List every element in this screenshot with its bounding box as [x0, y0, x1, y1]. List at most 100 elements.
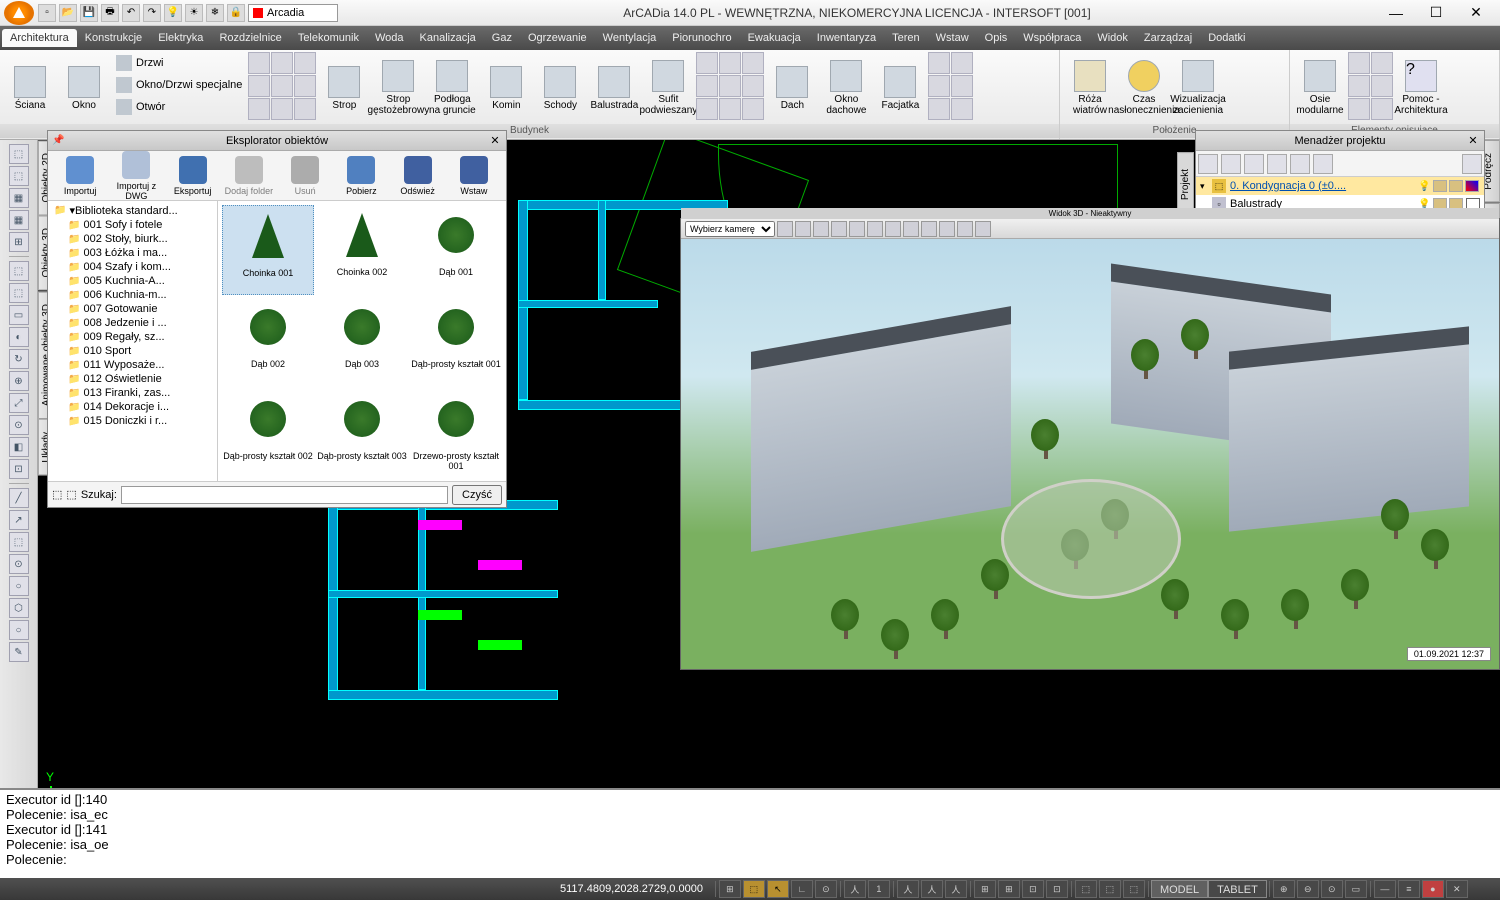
camera-select[interactable]: Wybierz kamerę	[685, 221, 775, 237]
drzwi-button[interactable]: Drzwi	[112, 52, 246, 74]
menu-tab-teren[interactable]: Teren	[884, 29, 928, 47]
qat-undo-icon[interactable]: ↶	[122, 4, 140, 22]
status-btn[interactable]: 人	[921, 880, 943, 898]
folder-node[interactable]: 008 Jedzenie i ...	[50, 316, 215, 330]
facjatka-button[interactable]: Facjatka	[874, 52, 926, 124]
qat-new-icon[interactable]: ▫	[38, 4, 56, 22]
view-3d-window[interactable]: Widok 3D - Nieaktywny Wybierz kamerę 01.…	[680, 218, 1500, 670]
folder-node[interactable]: 004 Szafy i kom...	[50, 260, 215, 274]
v3d-tool[interactable]	[939, 221, 955, 237]
menu-tab-inwentaryza[interactable]: Inwentaryza	[809, 29, 884, 47]
folder-node[interactable]: 005 Kuchnia-A...	[50, 274, 215, 288]
folder-node[interactable]: 010 Sport	[50, 344, 215, 358]
mgr-btn-2[interactable]	[1221, 154, 1241, 174]
status-btn[interactable]: ⊖	[1297, 880, 1319, 898]
otwor-button[interactable]: Otwór	[112, 96, 246, 118]
menu-tab-współpraca[interactable]: Współpraca	[1015, 29, 1089, 47]
menu-tab-wstaw[interactable]: Wstaw	[928, 29, 977, 47]
left-tool-14[interactable]: ◧	[9, 437, 29, 457]
balustrada-button[interactable]: Balustrada	[588, 52, 640, 124]
status-btn[interactable]: ⬚	[1123, 880, 1145, 898]
left-tool-11[interactable]: ⊕	[9, 371, 29, 391]
qat-open-icon[interactable]: 📂	[59, 4, 77, 22]
sort-icon[interactable]: ⬚	[66, 488, 76, 501]
folder-node[interactable]: 012 Oświetlenie	[50, 372, 215, 386]
v3d-tool[interactable]	[813, 221, 829, 237]
folder-node[interactable]: 006 Kuchnia-m...	[50, 288, 215, 302]
menu-tab-piorunochro[interactable]: Piorunochro	[664, 29, 739, 47]
thumb-item[interactable]: Dąb-prosty kształt 001	[410, 297, 502, 387]
v3d-tool[interactable]	[849, 221, 865, 237]
left-tool-8[interactable]: ▭	[9, 305, 29, 325]
layer-dropdown[interactable]: Arcadia	[248, 4, 338, 22]
left-tool-22[interactable]: ⬡	[9, 598, 29, 618]
v3d-tool[interactable]	[777, 221, 793, 237]
thumb-item[interactable]: Choinka 001	[222, 205, 314, 295]
left-tool-2[interactable]: ▦	[9, 188, 29, 208]
left-tool-7[interactable]: ⬚	[9, 283, 29, 303]
command-line[interactable]: Executor id []:140Polecenie: isa_ecExecu…	[0, 788, 1500, 878]
status-btn-cursor-icon[interactable]: ↖	[767, 880, 789, 898]
folder-node[interactable]: 001 Sofy i fotele	[50, 218, 215, 232]
qat-print-icon[interactable]: 🖶	[101, 4, 119, 22]
manager-header-row[interactable]: ▾ ⬚ 0. Kondygnacja 0 (±0.... 💡	[1196, 177, 1484, 195]
menu-tab-zarządzaj[interactable]: Zarządzaj	[1136, 29, 1200, 47]
sciana-button[interactable]: Ściana	[4, 52, 56, 124]
maximize-button[interactable]: ☐	[1416, 1, 1456, 25]
menu-tab-ewakuacja[interactable]: Ewakuacja	[740, 29, 809, 47]
left-tool-24[interactable]: ✎	[9, 642, 29, 662]
qat-redo-icon[interactable]: ↷	[143, 4, 161, 22]
explorer-close-icon[interactable]: ✕	[488, 134, 502, 148]
importuj-dwg-button[interactable]: Importuj z DWG	[110, 151, 162, 201]
v3d-tool[interactable]	[975, 221, 991, 237]
thumb-item[interactable]: Drzewo-prosty kształt 001	[410, 389, 502, 479]
czas-button[interactable]: Czas nasłonecznienia	[1118, 52, 1170, 124]
folder-node[interactable]: 003 Łóżka i ma...	[50, 246, 215, 260]
v3d-tool[interactable]	[795, 221, 811, 237]
pin-icon[interactable]: 📌	[52, 135, 66, 146]
left-tool-20[interactable]: ⊙	[9, 554, 29, 574]
menu-tab-widok[interactable]: Widok	[1089, 29, 1136, 47]
left-tool-3[interactable]: ▦	[9, 210, 29, 230]
menu-tab-opis[interactable]: Opis	[977, 29, 1016, 47]
menu-tab-ogrzewanie[interactable]: Ogrzewanie	[520, 29, 595, 47]
left-tool-21[interactable]: ○	[9, 576, 29, 596]
v3d-tool[interactable]	[957, 221, 973, 237]
status-btn[interactable]: ⊡	[1046, 880, 1068, 898]
mgr-btn-3[interactable]	[1244, 154, 1264, 174]
manager-close-icon[interactable]: ✕	[1466, 134, 1480, 148]
usun-button[interactable]: Usuń	[279, 156, 331, 196]
status-btn[interactable]: ⬚	[743, 880, 765, 898]
left-tool-13[interactable]: ⊙	[9, 415, 29, 435]
mgr-btn-4[interactable]	[1267, 154, 1287, 174]
clear-button[interactable]: Czyść	[452, 485, 502, 505]
v3d-tool[interactable]	[885, 221, 901, 237]
filter-icon[interactable]: ⬚	[52, 488, 62, 501]
tree-root[interactable]: ▾ Biblioteka standard...	[50, 203, 215, 218]
status-btn[interactable]: ⬚	[1075, 880, 1097, 898]
status-btn[interactable]: ⊕	[1273, 880, 1295, 898]
status-btn-red[interactable]: ●	[1422, 880, 1444, 898]
thumb-item[interactable]: Dąb-prosty kształt 002	[222, 389, 314, 479]
left-tool-18[interactable]: ↗	[9, 510, 29, 530]
small-tools-grid-4[interactable]	[1348, 52, 1393, 120]
menu-tab-wentylacja[interactable]: Wentylacja	[595, 29, 665, 47]
mgr-btn-5[interactable]	[1290, 154, 1310, 174]
okno-dach-button[interactable]: Okno dachowe	[820, 52, 872, 124]
status-btn[interactable]: 1	[868, 880, 890, 898]
status-btn[interactable]: 人	[945, 880, 967, 898]
okno-drzwi-button[interactable]: Okno/Drzwi specjalne	[112, 74, 246, 96]
status-btn[interactable]: ∟	[791, 880, 813, 898]
status-btn[interactable]: ≡	[1398, 880, 1420, 898]
podloga-button[interactable]: Podłoga na gruncie	[426, 52, 478, 124]
small-tools-grid-2[interactable]	[696, 52, 764, 120]
left-tool-4[interactable]: ⊞	[9, 232, 29, 252]
menu-tab-rozdzielnice[interactable]: Rozdzielnice	[211, 29, 289, 47]
folder-node[interactable]: 007 Gotowanie	[50, 302, 215, 316]
pobierz-button[interactable]: Pobierz	[335, 156, 387, 196]
explorer-folder-tree[interactable]: ▾ Biblioteka standard... 001 Sofy i fote…	[48, 201, 218, 481]
left-tool-6[interactable]: ⬚	[9, 261, 29, 281]
status-btn[interactable]: ⬚	[1099, 880, 1121, 898]
folder-node[interactable]: 015 Doniczki i r...	[50, 414, 215, 428]
menu-tab-dodatki[interactable]: Dodatki	[1200, 29, 1253, 47]
